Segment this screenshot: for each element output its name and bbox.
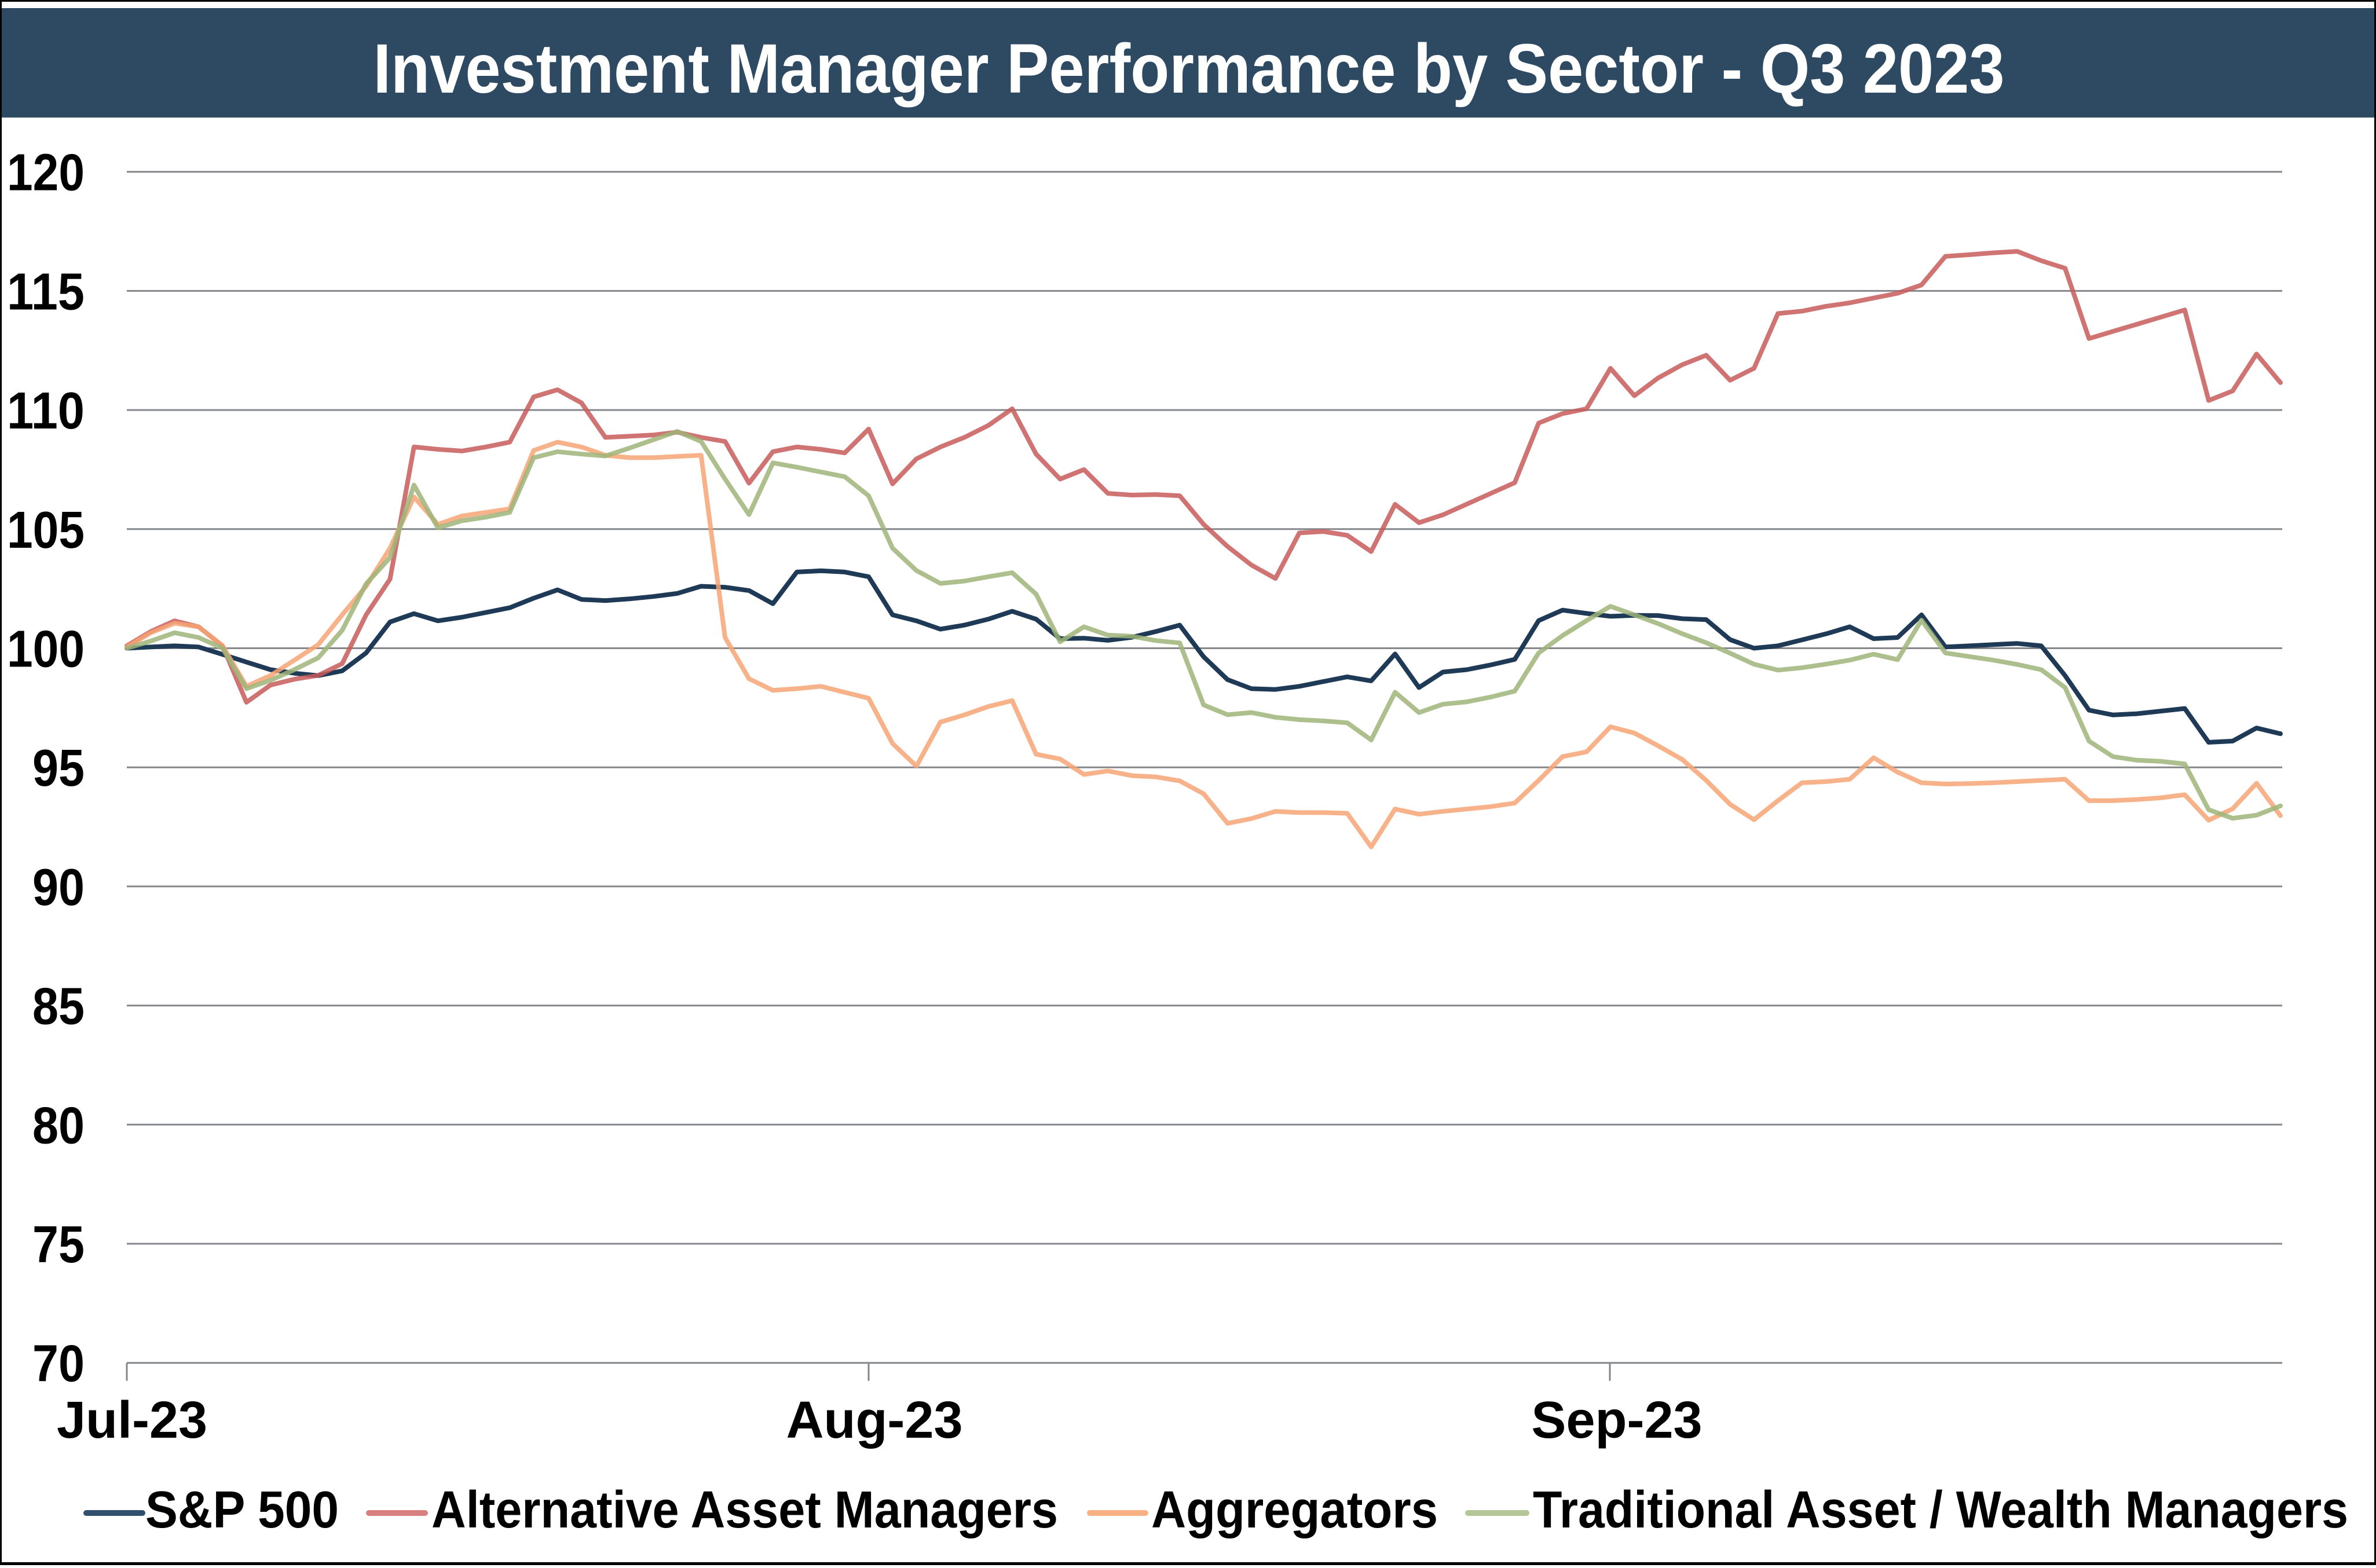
svg-text:Alternative Asset Managers: Alternative Asset Managers <box>431 1481 1058 1539</box>
svg-text:Traditional Asset / Wealth Man: Traditional Asset / Wealth Managers <box>1533 1481 2348 1539</box>
svg-text:75: 75 <box>32 1216 85 1274</box>
svg-text:S&P 500: S&P 500 <box>145 1481 339 1539</box>
svg-text:100: 100 <box>7 621 85 679</box>
svg-text:Jul-23: Jul-23 <box>57 1391 207 1449</box>
svg-text:105: 105 <box>7 501 85 559</box>
svg-text:110: 110 <box>7 382 85 440</box>
svg-text:90: 90 <box>32 859 85 917</box>
svg-text:95: 95 <box>32 739 85 797</box>
svg-text:115: 115 <box>7 263 85 321</box>
svg-text:80: 80 <box>32 1097 85 1155</box>
svg-text:120: 120 <box>7 144 85 202</box>
svg-text:Aug-23: Aug-23 <box>786 1391 962 1449</box>
svg-text:Sep-23: Sep-23 <box>1531 1391 1702 1449</box>
svg-text:Aggregators: Aggregators <box>1151 1481 1438 1539</box>
svg-text:70: 70 <box>32 1335 85 1393</box>
svg-text:Investment Manager Performance: Investment Manager Performance by Sector… <box>374 29 2005 108</box>
svg-text:85: 85 <box>32 978 85 1036</box>
